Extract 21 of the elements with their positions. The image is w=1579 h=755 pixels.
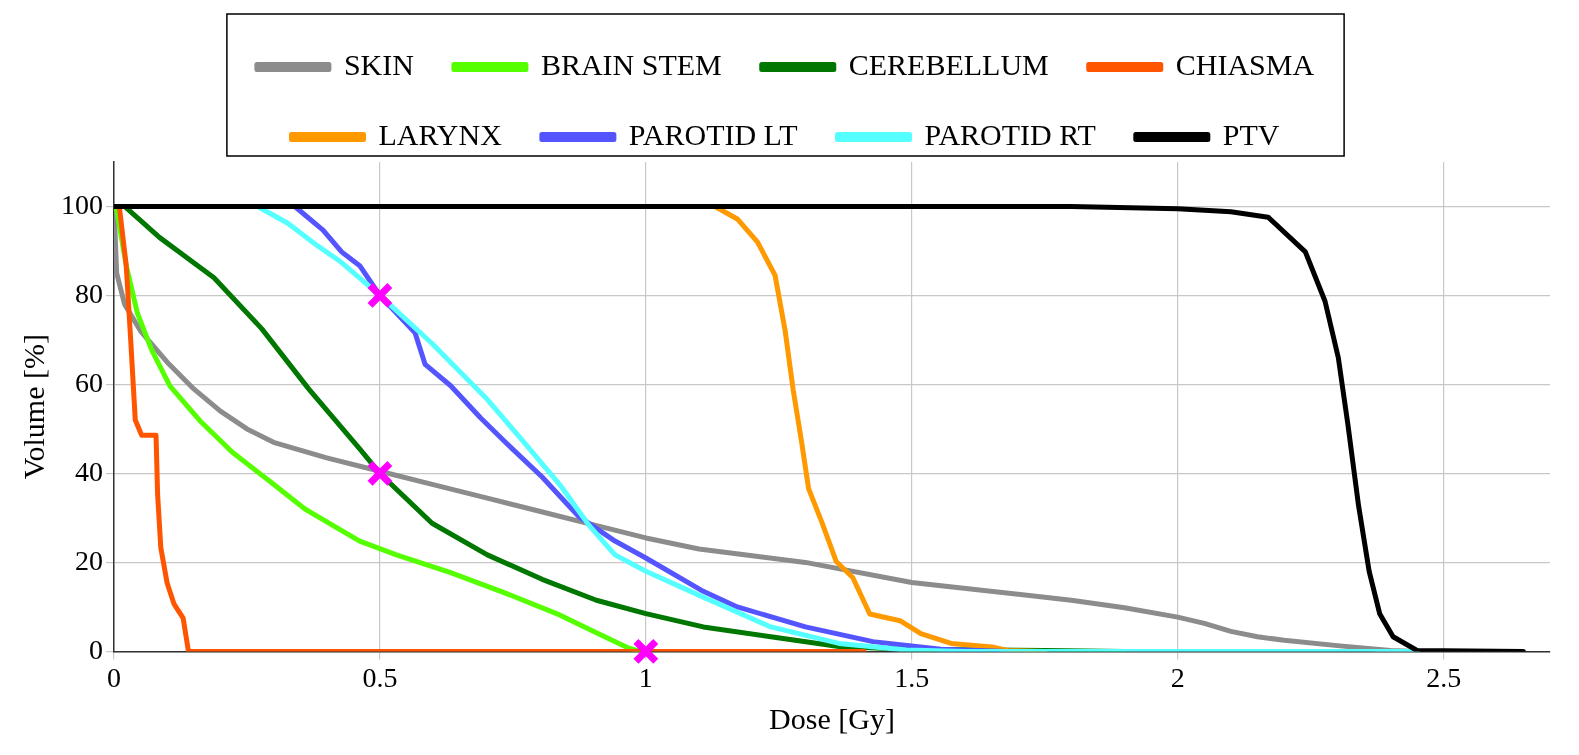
legend-label: BRAIN STEM — [540, 47, 722, 81]
legend-label: PTV — [1222, 117, 1280, 151]
y-tick-label: 60 — [75, 366, 103, 398]
y-tick-label: 20 — [75, 544, 103, 576]
legend-label: SKIN — [343, 47, 414, 81]
y-tick-label: 80 — [75, 277, 103, 309]
y-tick-label: 100 — [61, 188, 103, 220]
y-tick-label: 40 — [75, 455, 103, 487]
x-tick-label: 2 — [1170, 661, 1185, 693]
legend-label: PAROTID RT — [924, 117, 1096, 151]
legend-label: CHIASMA — [1175, 47, 1315, 81]
legend-label: CEREBELLUM — [848, 47, 1049, 81]
x-tick-label: 2.5 — [1426, 661, 1462, 693]
legend-label: PAROTID LT — [628, 117, 798, 151]
legend-label: LARYNX — [378, 117, 503, 151]
x-tick-label: 0.5 — [362, 661, 398, 693]
y-tick-label: 0 — [89, 633, 103, 665]
x-tick-label: 1 — [638, 661, 653, 693]
x-axis-title: Dose [Gy] — [769, 701, 895, 735]
x-tick-label: 1.5 — [894, 661, 930, 693]
y-axis-title: Volume [%] — [16, 334, 50, 480]
